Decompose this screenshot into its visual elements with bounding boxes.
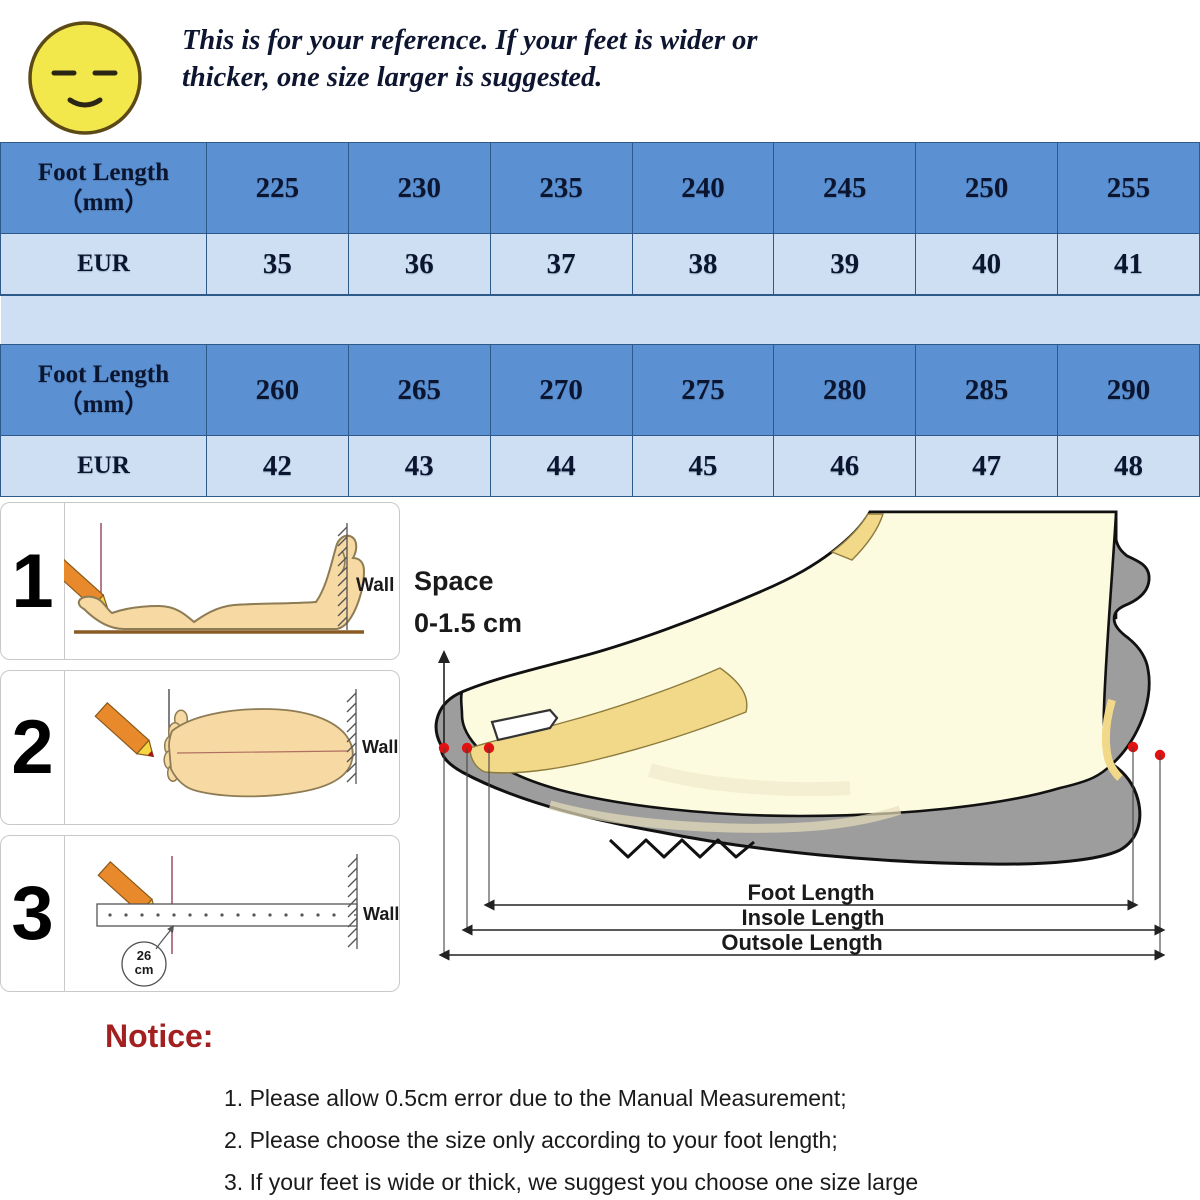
svg-text:cm: cm [135,962,154,977]
svg-text:Insole Length: Insole Length [742,905,885,930]
svg-text:Foot Length: Foot Length [747,880,874,905]
svg-text:Wall: Wall [362,737,398,757]
svg-text:Wall: Wall [356,575,394,596]
svg-text:26: 26 [137,948,151,963]
svg-text:Space: Space [414,566,494,596]
svg-text:Wall: Wall [363,904,399,924]
svg-text:0-1.5 cm: 0-1.5 cm [414,608,522,638]
svg-text:Outsole Length: Outsole Length [721,930,882,955]
